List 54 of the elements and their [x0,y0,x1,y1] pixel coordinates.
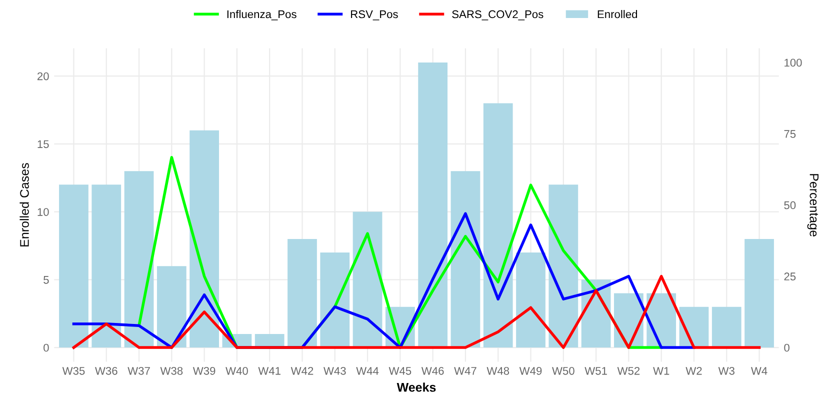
x-tick-label: W41 [258,367,280,375]
x-tick-label: W39 [192,366,216,375]
y-tick-label: 0 [44,344,49,352]
y2-tick-label: 25 [784,272,796,280]
y-axis-title: Enrolled Cases [20,163,29,246]
x-tick-label: W47 [454,367,476,375]
bar [450,171,480,348]
x-tick-label: W52 [617,366,640,375]
bar [744,238,774,348]
bar [156,266,186,348]
bar [124,171,154,348]
x-tick-label: W3 [718,366,734,375]
x-tick-label: W38 [160,366,183,375]
x-tick-label: W46 [421,366,444,375]
x-tick-label: W49 [519,366,542,375]
y-tick-label: 15 [38,140,49,148]
bar [418,62,448,348]
y-tick-label: 10 [38,208,49,216]
x-tick-label: W44 [356,367,379,375]
y-tick-label: 20 [37,72,49,80]
legend-label: Enrolled [598,10,638,18]
legend-label: SARS_COV2_Pos [452,10,544,20]
bar [483,103,513,348]
x-tick-label: W48 [486,366,510,375]
y2-tick-label: 50 [784,201,796,210]
y2-tick-label: 75 [784,130,796,138]
bar [59,184,88,348]
bar [92,184,122,348]
x-axis-title: Weeks [396,382,436,392]
bar [712,306,742,348]
x-tick-label: W42 [290,366,314,375]
x-tick-label: W2 [686,366,702,375]
bar [320,252,350,348]
x-tick-label: W35 [62,366,85,375]
x-tick-label: W45 [388,367,412,375]
x-tick-label: W4 [750,367,768,375]
y-tick-label: 5 [44,276,49,284]
bar [548,184,578,348]
x-tick-label: W51 [584,367,607,375]
x-tick-label: W40 [226,366,248,375]
x-tick-label: W36 [95,366,118,375]
x-tick-label: W37 [128,366,150,375]
x-tick-label: W50 [552,366,574,375]
legend-label: Influenza_Pos [227,10,296,20]
x-tick-label: W1 [653,367,670,375]
line-series [72,274,761,349]
y2-tick-label: 100 [784,58,802,67]
y2-axis-title: Percentage [807,174,818,236]
x-tick-label: W43 [324,366,346,375]
bar [288,238,317,348]
bar [516,252,546,348]
y2-tick-label: 0 [784,344,790,352]
legend-label: RSV_Pos [351,10,398,20]
bar [190,130,219,348]
